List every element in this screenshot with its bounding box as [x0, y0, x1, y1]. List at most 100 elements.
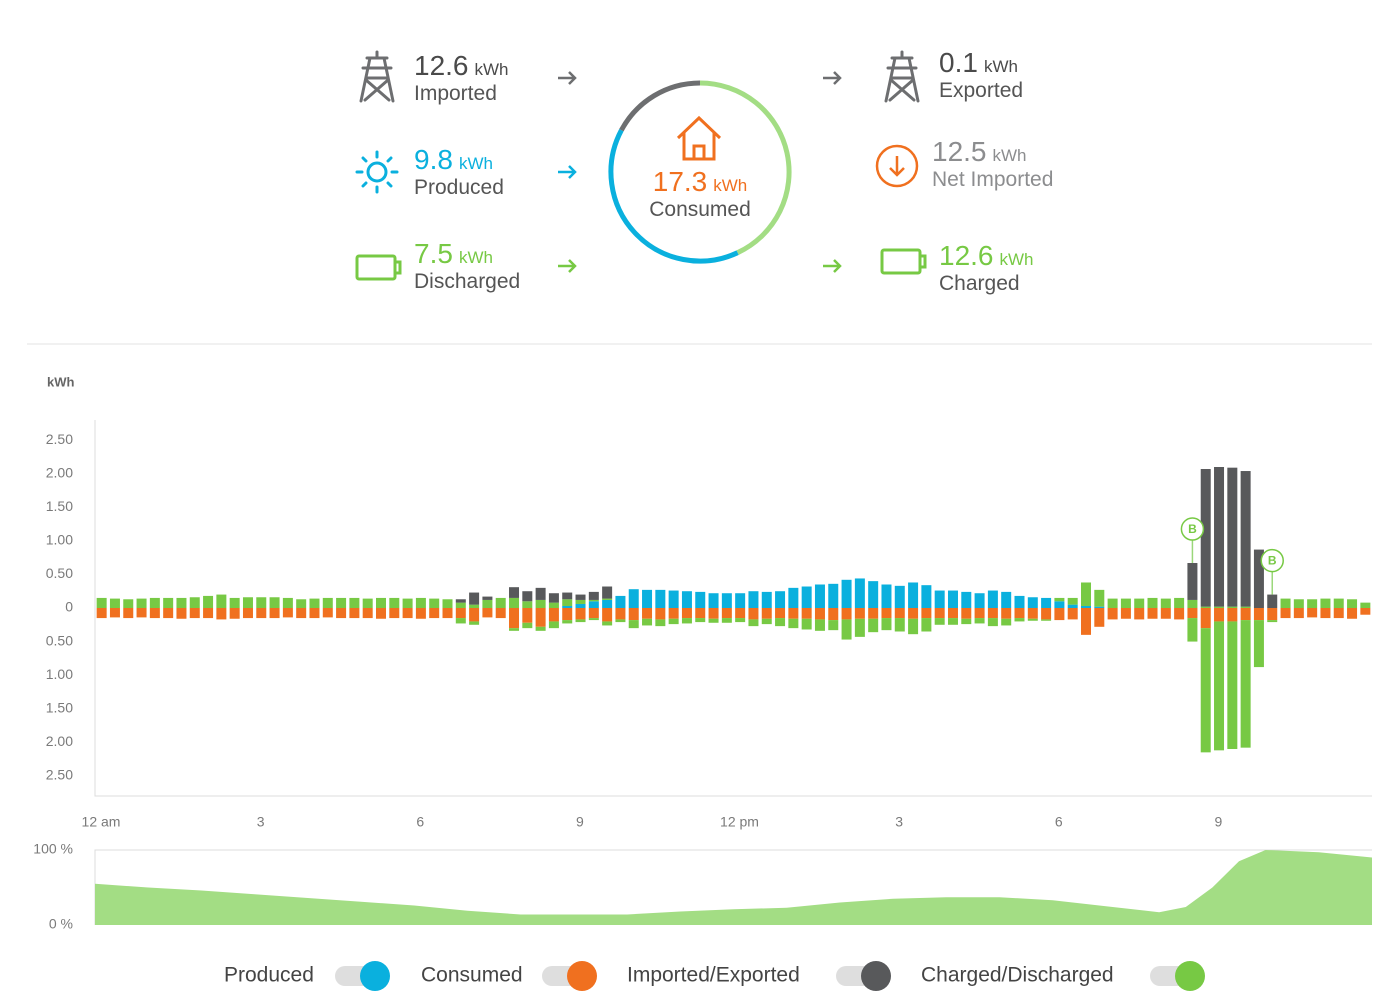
bar	[1307, 608, 1318, 618]
bar	[309, 608, 320, 619]
bar	[1253, 549, 1264, 608]
bar	[163, 597, 174, 608]
bar	[828, 608, 839, 621]
bar	[934, 590, 945, 608]
unit: kWh	[713, 176, 747, 195]
bar	[1081, 605, 1092, 608]
bar	[748, 608, 759, 620]
bar	[881, 584, 892, 608]
bar	[1360, 608, 1371, 615]
consumption-ring	[608, 80, 792, 264]
bar	[495, 597, 506, 608]
bar	[402, 598, 413, 608]
bar	[761, 591, 772, 608]
bar	[1214, 621, 1225, 751]
legend-toggle[interactable]: Imported/Exported	[627, 961, 891, 991]
bar	[1267, 608, 1278, 621]
bar	[548, 593, 559, 603]
bar	[442, 599, 453, 608]
bar	[1227, 608, 1238, 622]
x-tick-label: 9	[576, 814, 584, 830]
bar	[974, 618, 985, 624]
bar	[721, 618, 732, 623]
net-imported-label: Net Imported	[932, 168, 1053, 191]
sun-icon	[355, 150, 399, 194]
bar	[109, 598, 120, 608]
bar	[1240, 620, 1251, 748]
toggle-knob	[861, 961, 891, 991]
bar	[535, 599, 546, 608]
bar	[668, 590, 679, 608]
y-tick-label: 0 %	[49, 916, 73, 932]
bar	[575, 619, 586, 623]
bar	[881, 618, 892, 631]
bar	[548, 602, 559, 608]
bar	[362, 608, 373, 619]
x-tick-label: 3	[257, 814, 265, 830]
bar	[1160, 598, 1171, 608]
bar	[814, 619, 825, 631]
legend-label: Charged/Discharged	[921, 964, 1114, 987]
bar	[1307, 599, 1318, 608]
y-tick-label: 2.00	[46, 464, 73, 480]
bar	[455, 608, 466, 619]
bar	[628, 620, 639, 629]
bar	[455, 618, 466, 624]
bar	[336, 597, 347, 608]
bar	[1014, 595, 1025, 608]
bar	[642, 618, 653, 626]
tower-icon	[884, 50, 920, 103]
bar	[322, 608, 333, 618]
bar	[269, 608, 280, 619]
bar	[1253, 620, 1264, 668]
bar	[748, 619, 759, 627]
bar	[908, 618, 919, 635]
bar	[242, 597, 253, 608]
bar	[203, 608, 214, 619]
bar	[216, 608, 227, 620]
bar	[655, 589, 666, 608]
bar	[176, 597, 187, 608]
bar	[429, 608, 440, 619]
bar	[1160, 608, 1171, 619]
legend-label: Imported/Exported	[627, 964, 800, 987]
toggle-knob	[360, 961, 390, 991]
bar	[735, 593, 746, 608]
bar	[894, 585, 905, 608]
bar	[1107, 608, 1118, 620]
bar	[522, 622, 533, 629]
annotation-label: B	[1188, 522, 1197, 536]
bar	[562, 608, 573, 621]
legend-toggle[interactable]: Charged/Discharged	[921, 961, 1205, 991]
bar	[721, 608, 732, 619]
arrow	[558, 71, 577, 85]
bar	[708, 593, 719, 608]
arrow	[558, 259, 577, 273]
bar	[1347, 608, 1358, 619]
bar	[256, 608, 267, 619]
y-tick-label: 0.50	[46, 565, 73, 581]
bar	[562, 620, 573, 624]
legend-toggle[interactable]: Consumed	[421, 961, 597, 991]
bar	[375, 608, 386, 619]
toggle-knob	[567, 961, 597, 991]
bar	[828, 583, 839, 608]
bar	[1187, 563, 1198, 600]
bar	[801, 608, 812, 619]
bar	[429, 598, 440, 608]
bar	[1253, 608, 1264, 621]
legend: Produced Consumed Imported/Exported Charged…	[224, 961, 1205, 991]
exported-label: Exported	[939, 79, 1023, 102]
unit: kWh	[1000, 250, 1034, 269]
bar	[828, 620, 839, 631]
bar	[961, 591, 972, 608]
bar	[1041, 619, 1052, 621]
bar	[1027, 597, 1038, 608]
bar-chart: 2.50 2.00 1.50 1.00 0.50 0 0.50 1.00 1.50 2.00 2.5…	[46, 431, 1371, 830]
bar	[1120, 598, 1131, 608]
bar	[575, 599, 586, 604]
bar	[1067, 604, 1078, 608]
legend-toggle[interactable]: Produced	[224, 961, 390, 991]
bar	[1027, 608, 1038, 619]
bar	[229, 608, 240, 619]
